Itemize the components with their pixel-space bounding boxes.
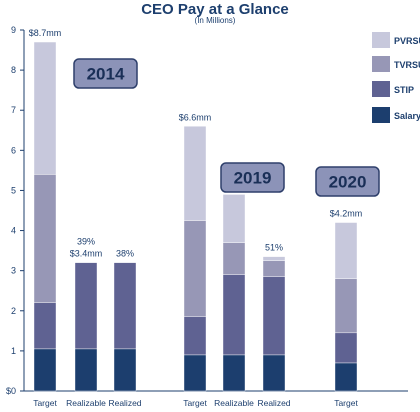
bar-segment-pvrsus (183, 126, 207, 221)
legend-label-salary: Salary (394, 111, 420, 121)
year-badge-label: 2014 (87, 65, 125, 84)
year-badge (220, 162, 285, 193)
bar-segment-tvrsus (262, 260, 286, 277)
x-tick-label: Realizable (214, 398, 254, 408)
y-tick-label: 8 (11, 65, 16, 75)
legend-swatch-pvrsus (372, 32, 390, 48)
bar-segment-stip (113, 262, 137, 350)
data-label: 39% (77, 237, 95, 247)
year-badge-label: 2019 (234, 169, 272, 188)
year-badge-label: 2020 (329, 173, 367, 192)
bar-segment-pvrsus (222, 194, 246, 243)
legend: PVRSUs TVRSUs STIP Salary (372, 32, 420, 123)
bar-segment-stip (74, 262, 98, 350)
x-tick-label: Realized (108, 398, 141, 408)
year-badge (73, 58, 138, 89)
bar-segment-salary (334, 362, 358, 392)
legend-label-pvrsus: PVRSUs (394, 36, 420, 46)
y-tick-label: 7 (11, 105, 16, 115)
chart-subtitle: (In Millions) (195, 16, 236, 25)
bar-segment-stip (334, 332, 358, 364)
y-tick-label: 5 (11, 185, 16, 195)
x-tick-label: Target (334, 398, 358, 408)
bars: Target $8.7mm Realizable 39% $3.4mm Realized 3… (29, 28, 363, 408)
data-label: $3.4mm (70, 249, 103, 259)
y-tick-label: 9 (11, 25, 16, 35)
bar-segment-pvrsus (262, 256, 286, 261)
data-label: $6.6mm (179, 112, 212, 122)
year-badge (315, 166, 380, 197)
legend-swatch-tvrsus (372, 56, 390, 72)
chart-title: CEO Pay at a Glance (141, 1, 289, 18)
bar-segment-salary (222, 354, 246, 392)
legend-label-stip: STIP (394, 85, 414, 95)
y-tick-label: 4 (11, 226, 16, 236)
y-tick-label: 6 (11, 145, 16, 155)
bar-segment-tvrsus (183, 220, 207, 317)
legend-swatch-stip (372, 81, 390, 97)
y-axis: $0 1 2 3 4 5 6 7 8 9 (6, 25, 408, 396)
x-tick-label: Target (33, 398, 57, 408)
year-badges: 2014 2019 2020 (73, 58, 380, 197)
bar-segment-tvrsus (33, 174, 57, 303)
y-tick-label: 2 (11, 306, 16, 316)
bar-segment-stip (222, 274, 246, 356)
bar-segment-salary (113, 348, 137, 392)
x-tick-label: Realizable (66, 398, 106, 408)
bar-segment-salary (183, 354, 207, 392)
data-label: 38% (116, 249, 134, 259)
bar-segment-tvrsus (334, 278, 358, 334)
y-tick-label: 3 (11, 266, 16, 276)
y-tick-label: $0 (6, 386, 16, 396)
legend-label-tvrsus: TVRSUs (394, 60, 420, 70)
bar-segment-pvrsus (334, 222, 358, 279)
x-tick-label: Target (183, 398, 207, 408)
bar-segment-pvrsus (33, 41, 57, 175)
bar-segment-stip (33, 302, 57, 350)
data-label: $8.7mm (29, 28, 62, 38)
bar-segment-stip (262, 276, 286, 356)
bar-segment-tvrsus (222, 242, 246, 275)
data-label: $4.2mm (330, 209, 363, 219)
bar-segment-salary (33, 348, 57, 392)
bar-segment-stip (183, 316, 207, 356)
data-label: 51% (265, 243, 283, 253)
bar-segment-salary (74, 348, 98, 392)
y-tick-label: 1 (11, 346, 16, 356)
legend-swatch-salary (372, 107, 390, 123)
x-tick-label: Realized (257, 398, 290, 408)
bar-segment-salary (262, 354, 286, 392)
